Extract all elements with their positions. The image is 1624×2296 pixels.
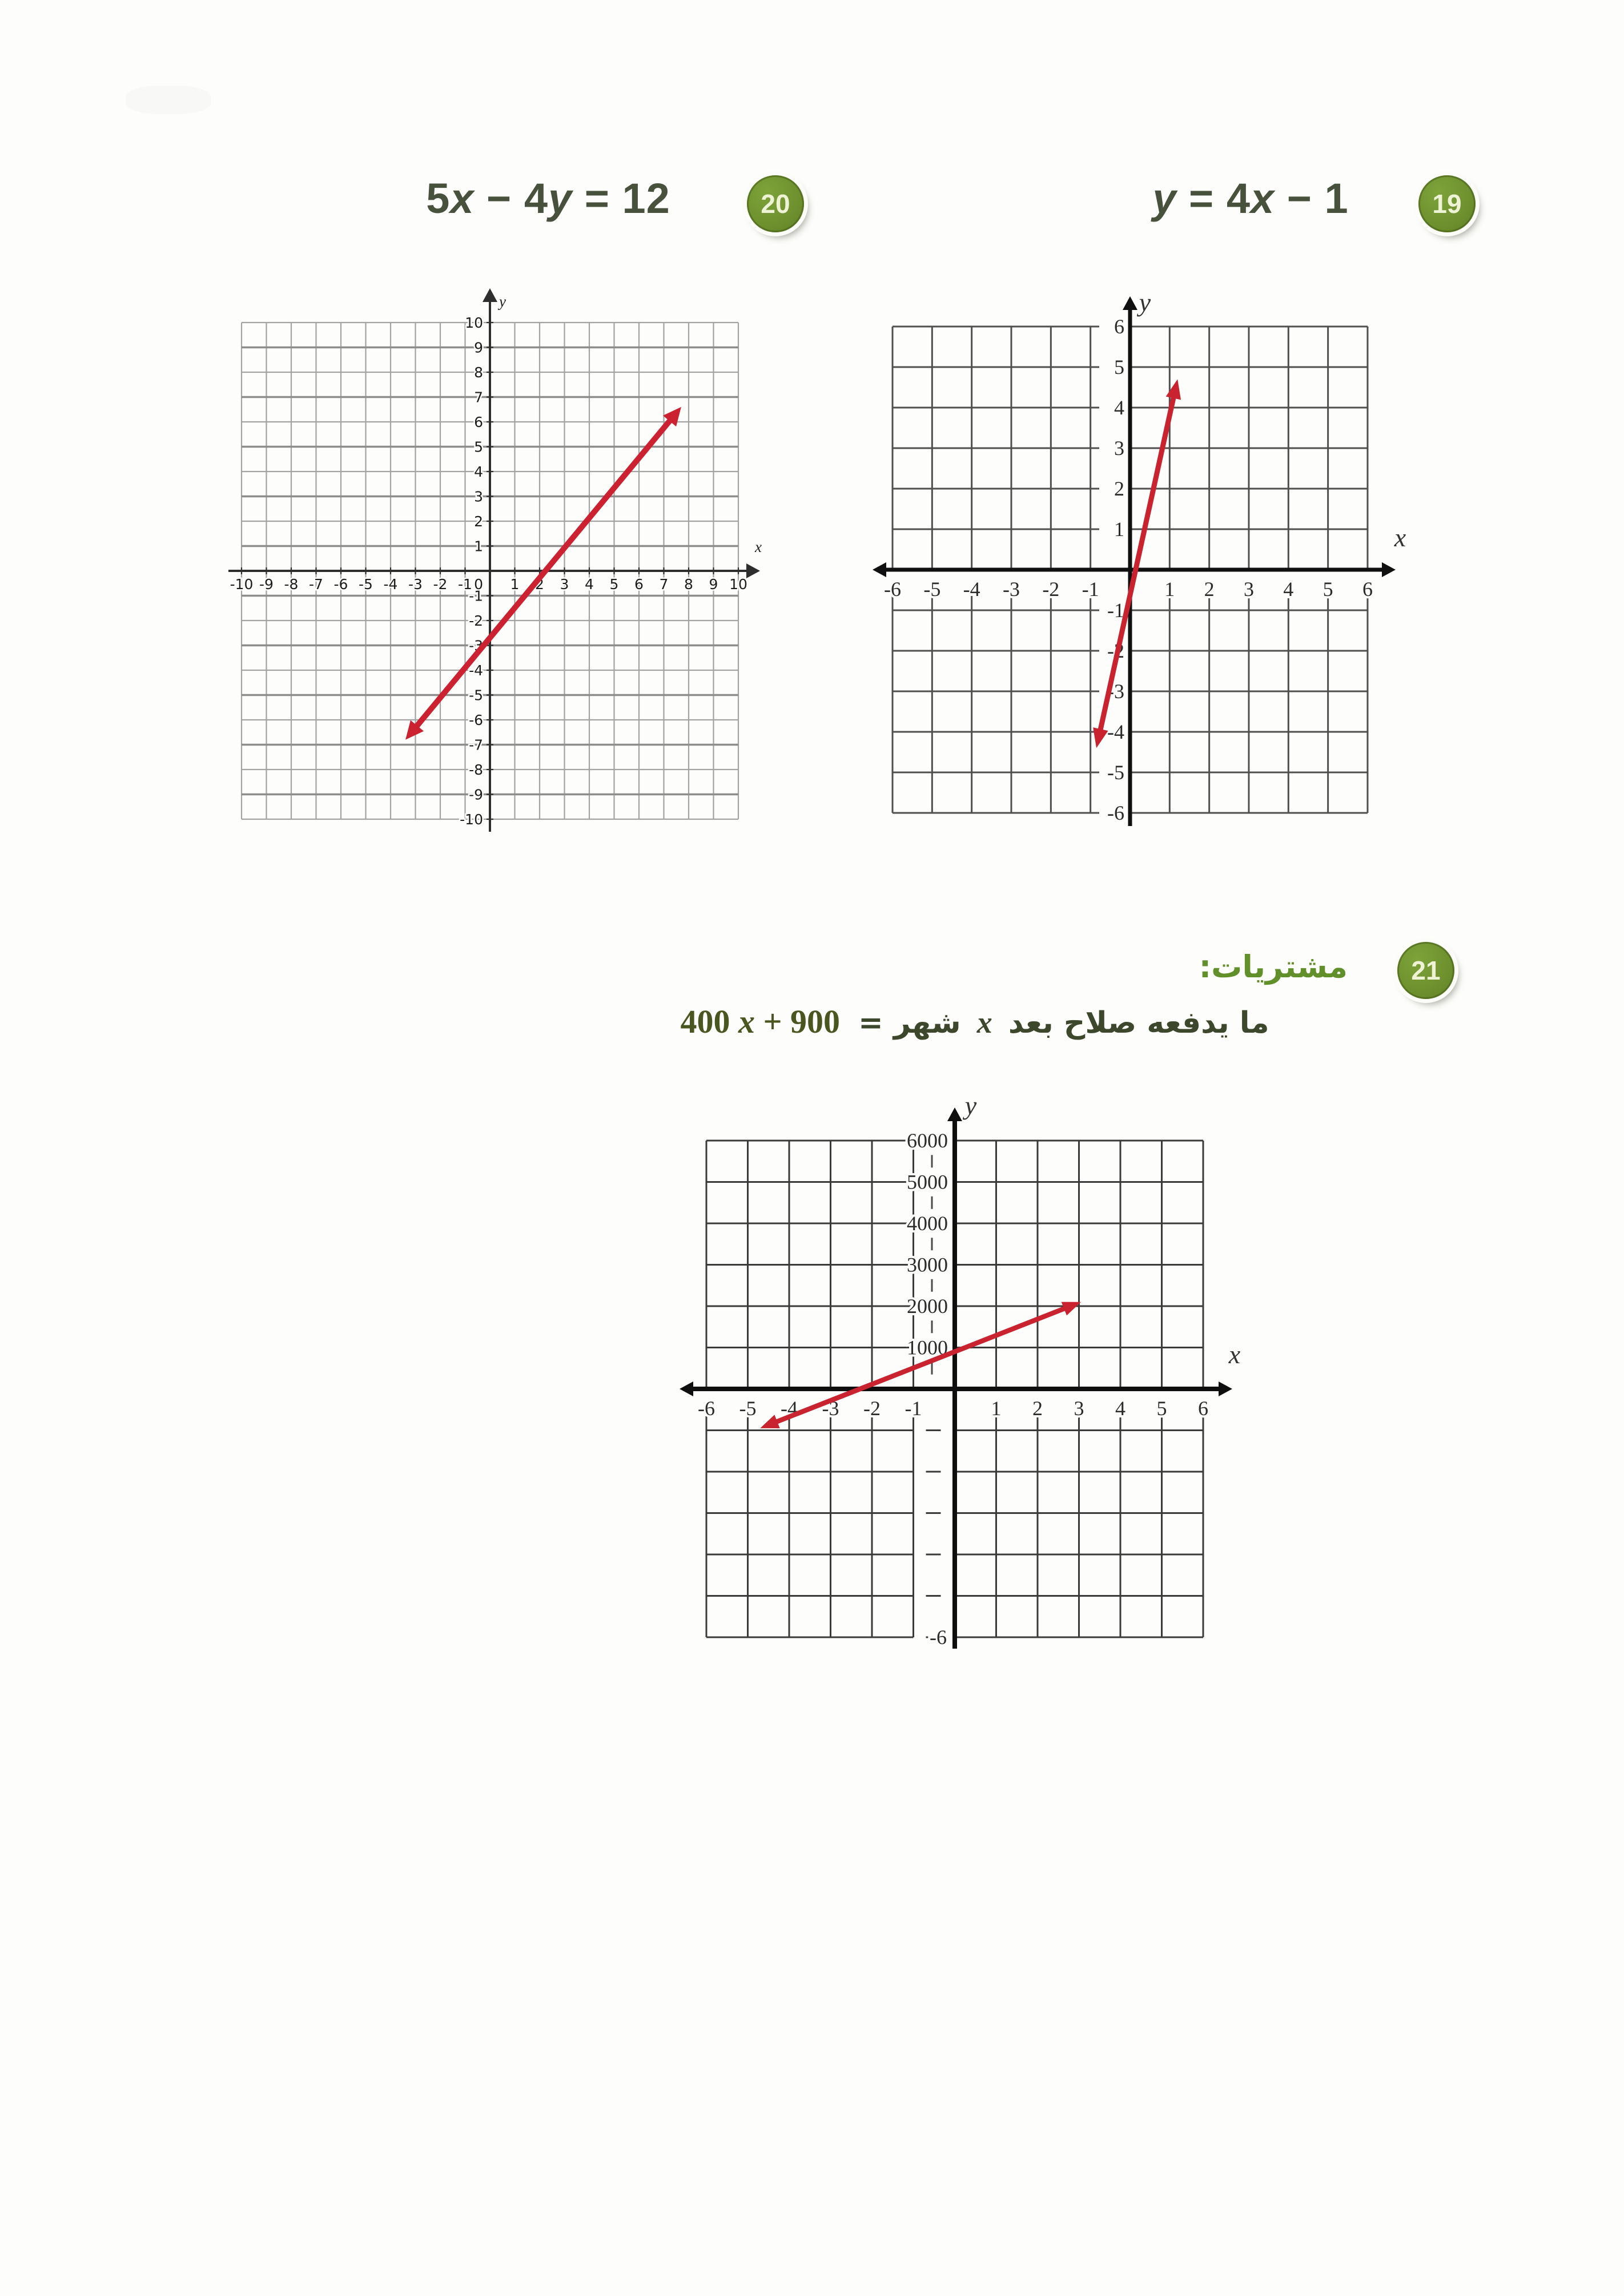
equation-problem-19: y = 4x − 1	[1152, 175, 1349, 222]
svg-text:-1: -1	[1107, 599, 1124, 622]
svg-text:-5: -5	[469, 687, 483, 704]
svg-text:-7: -7	[309, 576, 323, 593]
graph-problem-20: -10 -9 -8 -7 -6 -5 -4 -3 -2 -1 1 2 3 4 5 6 7 8 9 1010987654…	[228, 288, 762, 832]
svg-text:2: 2	[1204, 578, 1215, 601]
svg-text:4: 4	[1114, 396, 1124, 419]
svg-text:-1: -1	[469, 588, 483, 605]
problem-badge-21: 21	[1397, 942, 1454, 999]
svg-text:-10: -10	[460, 811, 483, 828]
graph-problem-21: -6 -5 -4 -3 -2 -1 1 2 3 4 5 66000500040003000200010…	[680, 1091, 1241, 1651]
problem-badge-20: 20	[747, 175, 804, 232]
svg-text:-5: -5	[923, 578, 940, 601]
svg-text:1: 1	[474, 538, 483, 555]
svg-text:8: 8	[474, 364, 483, 381]
svg-text:3: 3	[1244, 578, 1254, 601]
problem-21-formula: ما يدفعه صلاح بعد x شهر = 400 x + 900	[680, 1003, 1269, 1040]
svg-text:3: 3	[474, 489, 483, 505]
svg-text:-10: -10	[230, 576, 254, 593]
svg-text:y: y	[1137, 288, 1151, 317]
svg-text:-2: -2	[1042, 578, 1059, 601]
scan-smudge	[126, 86, 211, 114]
svg-text:3: 3	[1074, 1397, 1084, 1420]
svg-text:-5: -5	[1107, 761, 1124, 784]
svg-text:5: 5	[474, 439, 483, 456]
svg-text:3000: 3000	[907, 1254, 948, 1276]
svg-text:-6: -6	[1107, 801, 1124, 824]
svg-text:8: 8	[684, 576, 693, 593]
svg-text:5: 5	[1323, 578, 1333, 601]
problem-21-title: مشتريات:	[1199, 949, 1348, 985]
svg-text:1: 1	[1164, 578, 1175, 601]
svg-text:-5: -5	[739, 1397, 757, 1420]
svg-text:2: 2	[474, 513, 483, 530]
problem-number: 21	[1411, 956, 1441, 985]
svg-text:-9: -9	[469, 787, 483, 803]
svg-text:9: 9	[709, 576, 718, 593]
svg-text:10: 10	[465, 315, 483, 331]
svg-text:-2: -2	[469, 613, 483, 629]
svg-text:-6: -6	[884, 578, 901, 601]
svg-text:2: 2	[1114, 477, 1124, 500]
svg-text:0: 0	[474, 576, 483, 593]
problem-badge-19: 19	[1418, 175, 1476, 232]
svg-text:2000: 2000	[907, 1295, 948, 1318]
svg-text:y: y	[963, 1091, 977, 1120]
svg-text:-3: -3	[408, 576, 423, 593]
svg-text:x: x	[754, 538, 762, 555]
svg-text:10: 10	[729, 576, 747, 593]
problem-number: 20	[761, 189, 790, 219]
svg-text:6: 6	[1198, 1397, 1208, 1420]
svg-text:4000: 4000	[907, 1212, 948, 1235]
svg-text:4: 4	[1115, 1397, 1125, 1420]
svg-text:3: 3	[560, 576, 569, 593]
svg-text:5: 5	[610, 576, 619, 593]
svg-text:-7: -7	[469, 737, 483, 754]
svg-text:3: 3	[1114, 437, 1124, 460]
svg-text:1: 1	[1114, 518, 1124, 541]
svg-text:-2: -2	[433, 576, 448, 593]
svg-text:9: 9	[474, 340, 483, 356]
svg-text:-9: -9	[259, 576, 274, 593]
svg-text:6: 6	[634, 576, 644, 593]
svg-text:4: 4	[474, 464, 483, 480]
svg-text:x: x	[1394, 523, 1406, 552]
svg-text:4: 4	[1283, 578, 1293, 601]
svg-text:1: 1	[510, 576, 520, 593]
svg-text:5: 5	[1157, 1397, 1167, 1420]
svg-text:-3: -3	[1003, 578, 1020, 601]
problem-number: 19	[1432, 189, 1462, 219]
svg-text:-1: -1	[905, 1397, 922, 1420]
svg-text:7: 7	[474, 389, 483, 406]
svg-text:-1: -1	[458, 576, 472, 593]
svg-text:-1: -1	[1082, 578, 1099, 601]
svg-text:-6: -6	[930, 1626, 947, 1649]
svg-text:5: 5	[1114, 356, 1124, 378]
svg-text:y: y	[497, 293, 506, 310]
svg-text:-8: -8	[469, 762, 483, 778]
svg-text:6: 6	[1114, 315, 1124, 338]
svg-text:6: 6	[1362, 578, 1373, 601]
svg-text:7: 7	[660, 576, 669, 593]
svg-text:6: 6	[474, 414, 483, 430]
svg-text:5000: 5000	[907, 1171, 948, 1194]
svg-text:x: x	[1228, 1340, 1241, 1369]
svg-text:-6: -6	[698, 1397, 715, 1420]
svg-text:-4: -4	[1107, 720, 1124, 743]
svg-text:4: 4	[585, 576, 594, 593]
svg-text:2: 2	[1032, 1397, 1043, 1420]
svg-text:-6: -6	[469, 712, 483, 728]
svg-text:-4: -4	[963, 578, 980, 601]
svg-text:-2: -2	[863, 1397, 881, 1420]
svg-text:-5: -5	[359, 576, 373, 593]
svg-text:-6: -6	[334, 576, 348, 593]
equation-problem-20: 5x − 4y = 12	[426, 175, 670, 222]
svg-text:6000: 6000	[907, 1129, 948, 1152]
svg-text:-8: -8	[284, 576, 299, 593]
svg-text:1: 1	[991, 1397, 1002, 1420]
svg-text:-4: -4	[384, 576, 398, 593]
